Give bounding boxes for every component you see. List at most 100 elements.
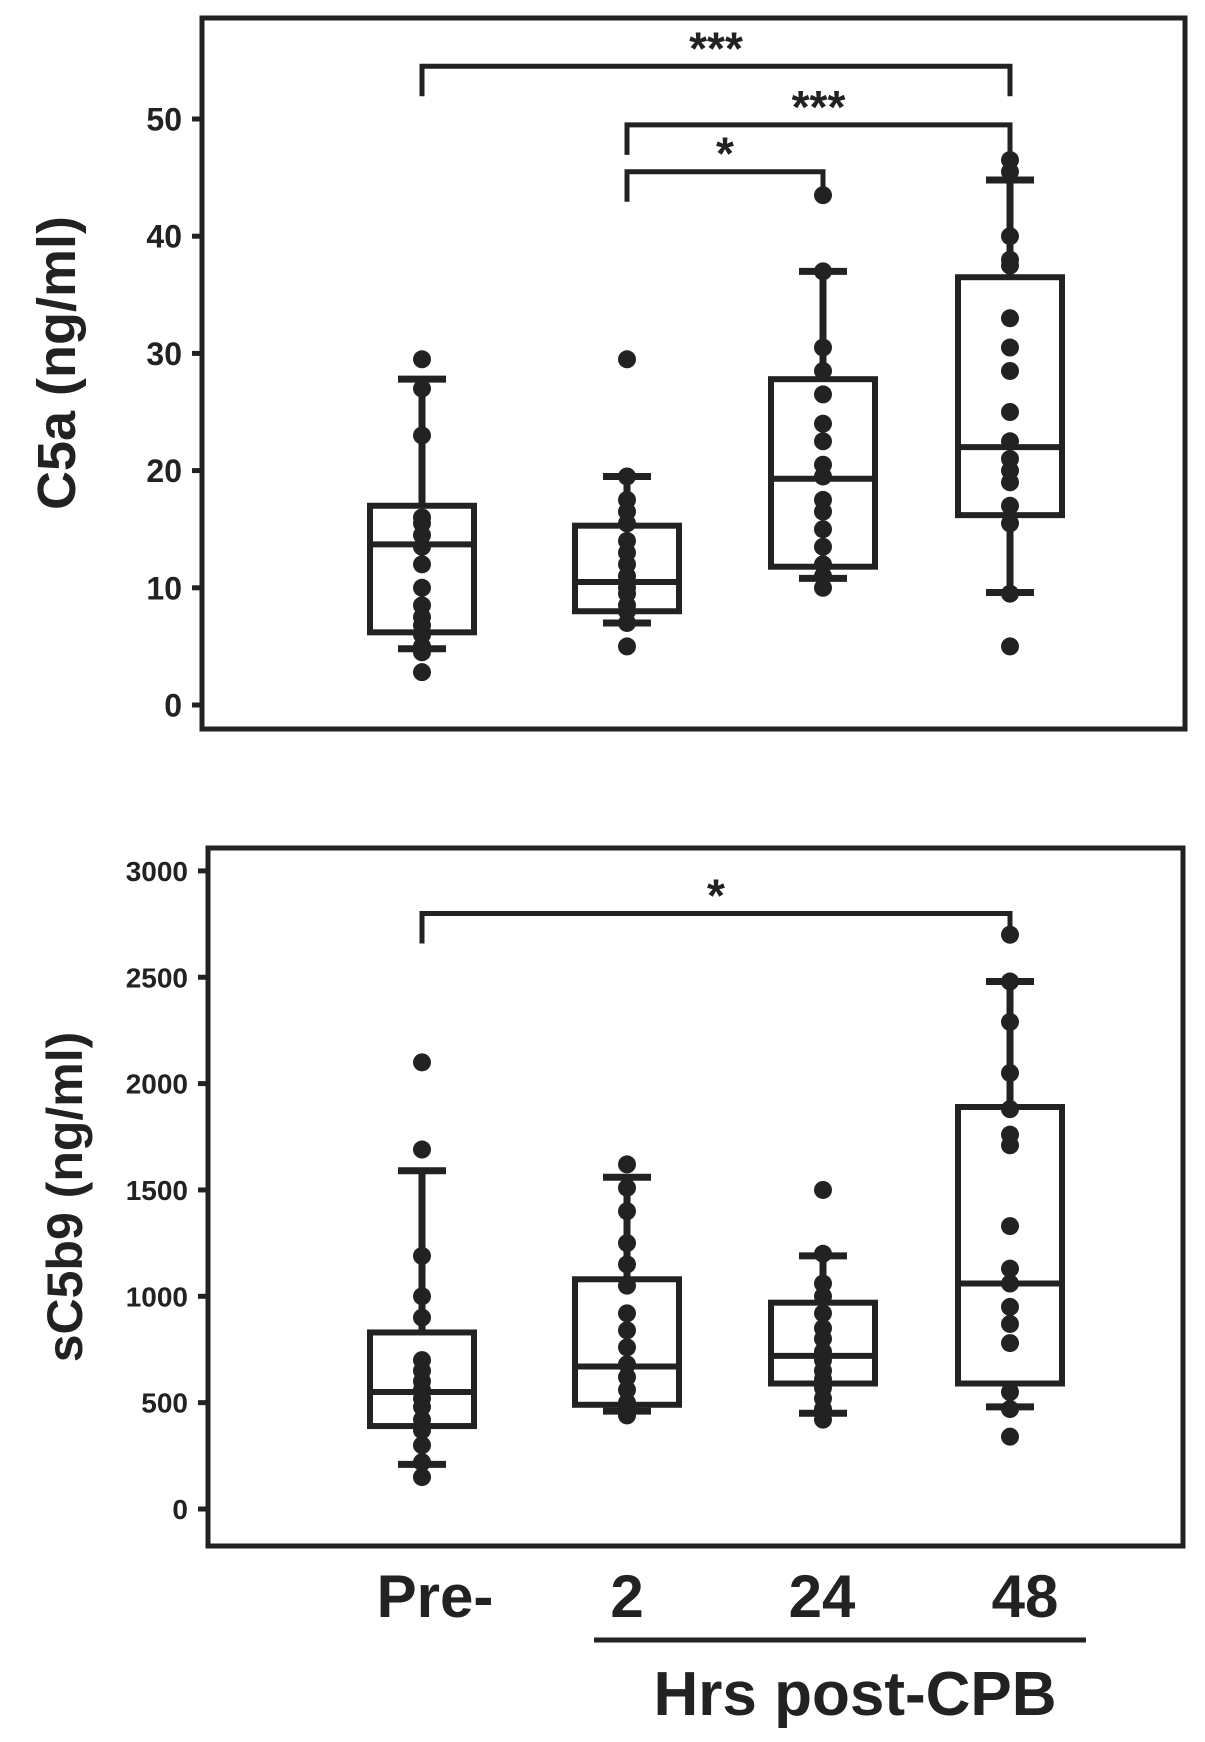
data-point xyxy=(1001,449,1019,468)
data-point xyxy=(1001,1125,1019,1144)
data-point xyxy=(1001,972,1019,991)
data-point xyxy=(413,426,431,445)
x-tick-label-48: 48 xyxy=(992,1563,1059,1630)
data-point xyxy=(413,1287,431,1306)
data-point xyxy=(814,1287,832,1306)
data-point xyxy=(814,432,832,451)
y-tick-label: 20 xyxy=(146,453,182,489)
data-point xyxy=(1001,432,1019,451)
box-group-1 xyxy=(572,350,682,656)
data-point xyxy=(1001,403,1019,421)
data-point xyxy=(413,578,431,597)
data-point xyxy=(1001,1400,1019,1419)
data-point xyxy=(413,1453,431,1472)
significance-label: *** xyxy=(792,81,846,133)
box-group-1 xyxy=(572,1155,682,1425)
data-point xyxy=(814,414,832,433)
data-point xyxy=(814,385,832,404)
box-group-2 xyxy=(768,1180,878,1429)
x-tick-label-24: 24 xyxy=(789,1563,856,1630)
data-point xyxy=(1001,1063,1019,1082)
y-tick-label: 10 xyxy=(146,570,182,606)
data-point xyxy=(1001,1259,1019,1278)
chart-panel-2: 0 500 1000 1500 2000 2500 3000 sC5b9 (ng/ml) * xyxy=(37,845,1186,1549)
data-point xyxy=(1001,309,1019,328)
data-point xyxy=(618,1355,636,1374)
box-group-3 xyxy=(955,925,1065,1446)
data-point xyxy=(814,361,832,380)
data-point xyxy=(413,1436,431,1455)
y-tick-label: 1000 xyxy=(126,1281,188,1312)
data-point xyxy=(413,379,431,398)
data-point xyxy=(1001,1100,1019,1119)
data-point xyxy=(618,1202,636,1221)
data-point xyxy=(618,1255,636,1274)
data-point xyxy=(618,531,636,550)
significance-label: * xyxy=(716,128,734,180)
data-point xyxy=(413,1468,431,1487)
data-point xyxy=(1001,1383,1019,1402)
box-group-3 xyxy=(955,151,1065,656)
data-point xyxy=(1001,637,1019,656)
x-tick-label-2: 2 xyxy=(610,1563,643,1630)
data-point xyxy=(413,1053,431,1072)
y-tick-label: 0 xyxy=(164,688,182,724)
data-point xyxy=(618,1321,636,1340)
y-tick-label: 500 xyxy=(141,1388,188,1419)
data-point xyxy=(413,1140,431,1159)
data-point xyxy=(814,338,832,357)
y-tick-label: 30 xyxy=(146,336,182,372)
significance-bracket xyxy=(624,169,826,202)
data-point xyxy=(814,555,832,574)
data-point xyxy=(618,1155,636,1174)
data-point xyxy=(1001,1314,1019,1333)
significance-bracket xyxy=(624,122,1013,155)
data-point xyxy=(413,555,431,574)
data-point xyxy=(618,1380,636,1399)
data-point xyxy=(814,1304,832,1323)
data-point xyxy=(1001,361,1019,380)
data-point xyxy=(618,467,636,486)
data-point xyxy=(413,1410,431,1429)
y-axis-label: sC5b9 (ng/ml) xyxy=(37,1032,93,1363)
data-point xyxy=(618,637,636,656)
data-point xyxy=(618,1338,636,1357)
box-group-0 xyxy=(367,350,477,682)
data-point xyxy=(413,1351,431,1370)
data-point xyxy=(814,1274,832,1293)
data-point xyxy=(618,1304,636,1323)
data-point xyxy=(1001,496,1019,515)
data-point xyxy=(814,1319,832,1338)
data-point xyxy=(1001,1217,1019,1236)
x-axis-labels: Pre- 2 24 48 Hrs post-CPB xyxy=(377,1563,1086,1729)
box-group-2 xyxy=(768,186,878,597)
significance-bracket xyxy=(419,63,1013,97)
y-tick-label: 0 xyxy=(172,1494,188,1525)
data-point xyxy=(814,1180,832,1199)
data-point xyxy=(1001,1334,1019,1353)
y-tick-label: 2000 xyxy=(126,1069,188,1100)
data-point xyxy=(413,596,431,615)
y-tick-label: 50 xyxy=(146,102,182,138)
significance-label: *** xyxy=(689,22,743,74)
data-point xyxy=(413,1308,431,1327)
x-axis-title: Hrs post-CPB xyxy=(653,1660,1056,1729)
data-point xyxy=(814,1342,832,1361)
data-point xyxy=(413,508,431,527)
data-point xyxy=(814,262,832,281)
plot-frame xyxy=(205,845,1186,1549)
data-point xyxy=(1001,151,1019,170)
x-tick-label-pre: Pre- xyxy=(377,1563,494,1630)
data-point xyxy=(618,350,636,369)
data-point xyxy=(1001,250,1019,269)
significance-bracket xyxy=(419,910,1013,944)
data-point xyxy=(618,1234,636,1253)
data-point xyxy=(814,537,832,556)
y-tick-label: 2500 xyxy=(126,962,188,993)
data-point xyxy=(1001,584,1019,603)
data-point xyxy=(1001,227,1019,246)
data-point xyxy=(1001,1427,1019,1446)
